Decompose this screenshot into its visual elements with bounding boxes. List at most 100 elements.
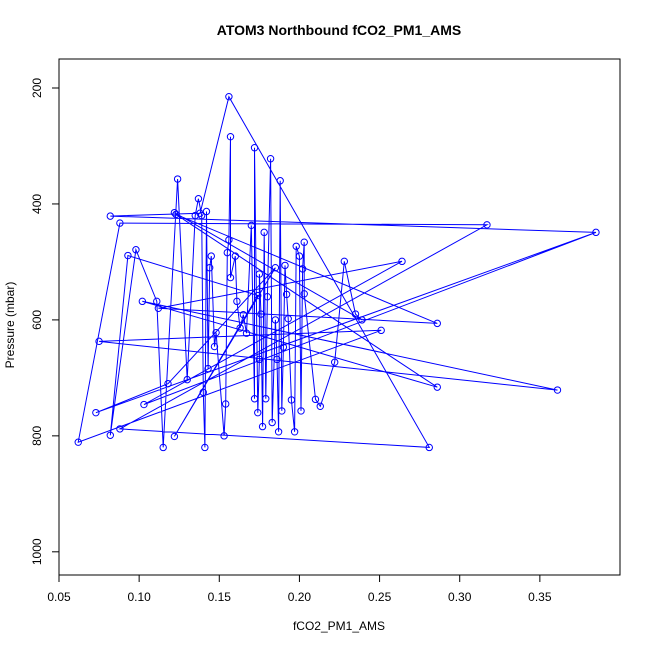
data-point: [263, 293, 272, 301]
data-point: [233, 297, 241, 306]
data-point: [239, 310, 248, 319]
data-point: [225, 92, 233, 101]
x-tick-label: 0.30: [448, 590, 472, 604]
data-point: [433, 319, 441, 328]
data-point: [290, 428, 299, 436]
data-point: [194, 195, 203, 203]
data-point: [226, 132, 235, 141]
data-point: [340, 257, 349, 266]
data-point: [250, 144, 259, 152]
data-point: [425, 443, 433, 452]
data-point: [170, 432, 179, 441]
data-point: [433, 383, 441, 391]
data-point: [154, 304, 163, 313]
data-point: [201, 443, 209, 452]
data-point: [281, 261, 289, 270]
data-point: [116, 219, 124, 227]
data-point: [268, 418, 276, 427]
data-point: [260, 228, 268, 237]
x-axis: 0.05 0.10 0.15 0.20 0.25 0.30 0.35: [47, 574, 552, 604]
data-point: [262, 395, 270, 403]
data-point: [202, 207, 211, 216]
data-point: [284, 315, 292, 323]
data-point: [257, 310, 265, 318]
data-point: [292, 242, 300, 250]
data-point: [221, 400, 230, 408]
data-point: [592, 228, 600, 237]
data-point: [106, 431, 114, 439]
data-point: [279, 343, 288, 351]
x-axis-label: fCO2_PM1_AMS: [293, 619, 385, 633]
data-point: [255, 355, 264, 364]
x-tick-label: 0.20: [288, 590, 312, 604]
data-point: [159, 443, 167, 452]
data-point: [311, 395, 320, 404]
y-tick-label: 800: [30, 426, 44, 446]
data-point: [92, 408, 100, 417]
data-point: [138, 297, 147, 306]
series-line: [77, 95, 597, 448]
x-tick-label: 0.15: [208, 590, 232, 604]
data-point: [220, 432, 228, 440]
data-point: [74, 438, 82, 446]
x-tick-label: 0.05: [47, 590, 71, 604]
data-point: [271, 264, 280, 272]
data-point: [295, 252, 304, 260]
data-point: [274, 428, 283, 436]
data-point: [132, 246, 140, 254]
data-point: [254, 408, 262, 417]
data-point: [140, 400, 148, 409]
data-point: [197, 211, 206, 220]
data-point: [351, 310, 360, 318]
data-point: [298, 265, 307, 273]
data-point: [300, 238, 308, 246]
data-point: [247, 221, 256, 230]
data-point: [173, 175, 182, 183]
data-point: [231, 252, 240, 260]
data-point: [266, 155, 275, 163]
data-point: [212, 328, 220, 337]
y-tick-label: 1000: [30, 538, 44, 565]
data-point: [199, 388, 207, 397]
data-point: [207, 252, 215, 260]
y-axis: 200 400 600 800 1000: [30, 78, 60, 565]
y-tick-label: 600: [30, 310, 44, 330]
data-point: [483, 221, 491, 229]
data-point: [106, 212, 114, 220]
data-point: [287, 396, 296, 404]
data-point: [164, 379, 172, 388]
data-point: [116, 425, 124, 433]
data-point: [95, 337, 103, 346]
data-point: [210, 342, 219, 351]
data-point: [377, 326, 385, 335]
data-point: [330, 358, 339, 366]
x-tick-label: 0.10: [127, 590, 151, 604]
data-point: [282, 290, 291, 299]
data-point: [204, 364, 212, 373]
data-point: [278, 407, 286, 415]
y-tick-label: 200: [30, 78, 44, 98]
data-point: [236, 324, 244, 332]
data-point: [553, 386, 562, 394]
data-point: [271, 316, 280, 324]
data-point: [205, 264, 214, 272]
data-point: [358, 316, 366, 324]
x-tick-label: 0.35: [528, 590, 552, 604]
data-point: [242, 329, 251, 337]
data-point: [170, 208, 179, 217]
data-point: [124, 251, 132, 260]
data-point: [255, 270, 264, 278]
chart-title: ATOM3 Northbound fCO2_PM1_AMS: [217, 22, 462, 38]
data-point: [223, 248, 232, 257]
data-point: [300, 290, 308, 298]
y-axis-label: Pressure (mbar): [3, 282, 17, 369]
data-point: [258, 422, 267, 431]
data-point: [276, 177, 284, 185]
data-point: [254, 291, 262, 300]
data-point: [297, 407, 305, 415]
data-point: [226, 273, 235, 282]
data-point: [153, 297, 161, 306]
data-point: [250, 395, 259, 403]
data-point: [398, 257, 406, 266]
